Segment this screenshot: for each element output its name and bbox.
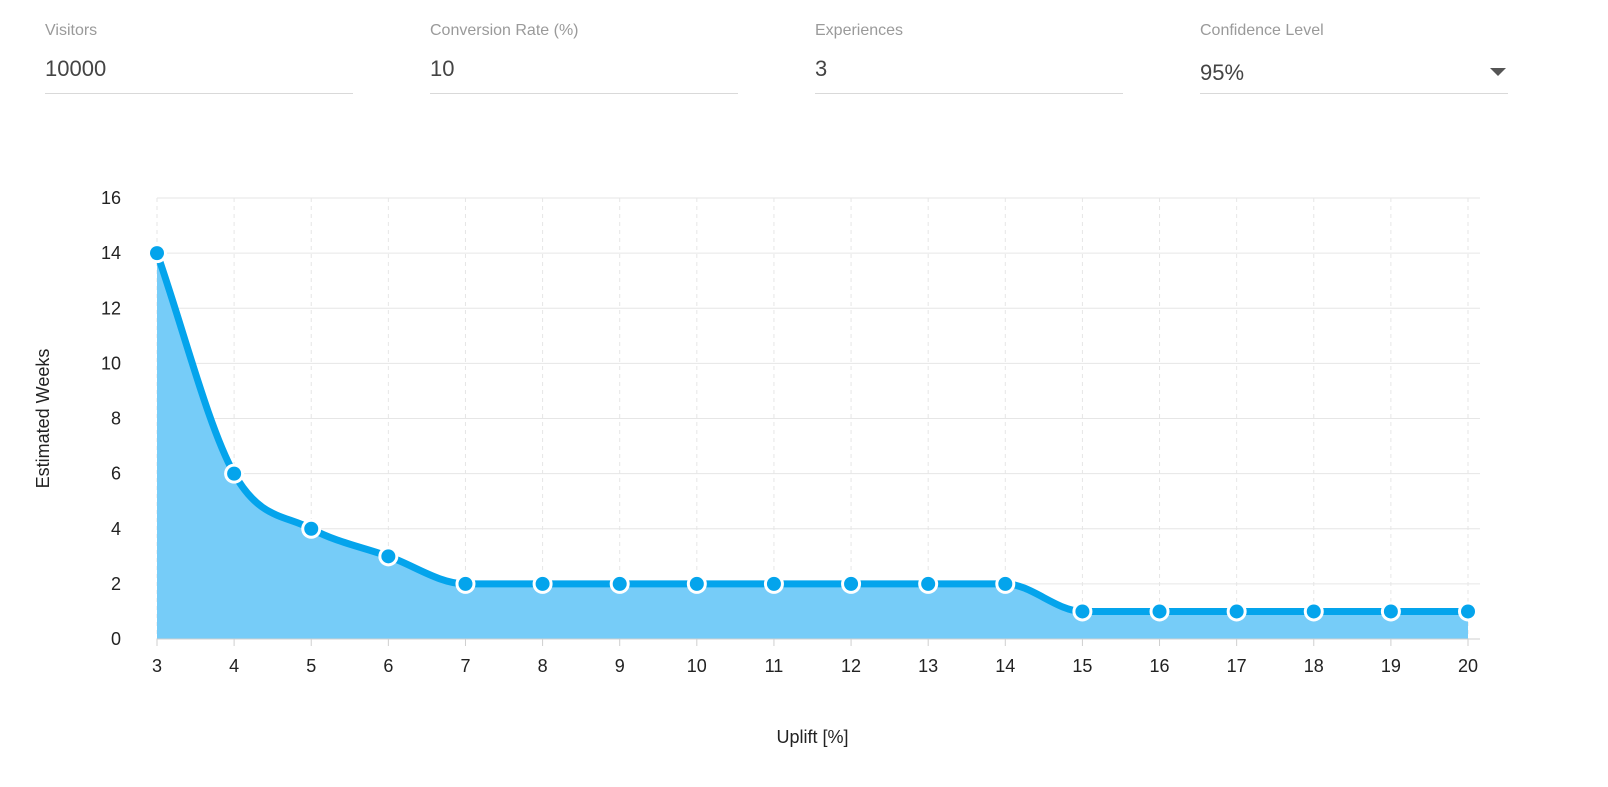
x-tick-label: 17	[1227, 656, 1247, 676]
y-tick-label: 6	[111, 464, 121, 484]
visitors-underline	[45, 93, 353, 94]
data-point	[1229, 604, 1244, 619]
y-tick-label: 0	[111, 629, 121, 649]
x-tick-label: 3	[152, 656, 162, 676]
x-tick-label: 13	[918, 656, 938, 676]
data-point	[998, 576, 1013, 591]
x-tick-label: 8	[538, 656, 548, 676]
data-point	[612, 576, 627, 591]
conversion-rate-underline	[430, 93, 738, 94]
x-tick-label: 4	[229, 656, 239, 676]
conversion-rate-input[interactable]	[430, 56, 690, 82]
data-point	[1461, 604, 1475, 619]
experiences-label: Experiences	[815, 22, 904, 39]
visitors-field[interactable]: Visitors	[45, 18, 353, 94]
y-tick-label: 12	[101, 298, 121, 318]
x-tick-label: 14	[995, 656, 1015, 676]
x-tick-label: 19	[1381, 656, 1401, 676]
dropdown-arrow-icon[interactable]	[1490, 68, 1506, 76]
chart-area-layer	[153, 249, 1472, 639]
data-point	[227, 466, 242, 481]
confidence-level-select[interactable]: Confidence Level 95%	[1200, 18, 1508, 94]
data-point	[381, 549, 396, 564]
data-point	[844, 576, 859, 591]
x-tick-label: 10	[687, 656, 707, 676]
x-tick-label: 16	[1150, 656, 1170, 676]
confidence-level-underline	[1200, 93, 1508, 94]
confidence-level-label: Confidence Level	[1200, 22, 1324, 39]
series-area	[157, 253, 1468, 639]
x-tick-label: 6	[383, 656, 393, 676]
y-tick-label: 14	[101, 243, 121, 263]
data-point	[535, 576, 550, 591]
data-point	[304, 521, 319, 536]
y-tick-label: 2	[111, 574, 121, 594]
data-point	[1075, 604, 1090, 619]
data-point	[1383, 604, 1398, 619]
x-tick-label: 5	[306, 656, 316, 676]
data-point	[689, 576, 704, 591]
chart-grid	[156, 197, 1480, 639]
y-tick-label: 10	[101, 353, 121, 373]
experiences-underline	[815, 93, 1123, 94]
x-tick-label: 20	[1458, 656, 1478, 676]
conversion-rate-field[interactable]: Conversion Rate (%)	[430, 18, 738, 94]
y-axis-title: Estimated Weeks	[33, 349, 53, 489]
data-point	[766, 576, 781, 591]
data-point	[921, 576, 936, 591]
y-tick-label: 16	[101, 188, 121, 208]
data-point	[458, 576, 473, 591]
y-tick-label: 8	[111, 409, 121, 429]
x-axis-title: Uplift [%]	[776, 727, 848, 747]
data-point	[1306, 604, 1321, 619]
y-tick-label: 4	[111, 519, 121, 539]
data-point	[1152, 604, 1167, 619]
x-tick-label: 7	[460, 656, 470, 676]
chart-axes	[156, 638, 1480, 646]
x-tick-label: 12	[841, 656, 861, 676]
conversion-rate-label: Conversion Rate (%)	[430, 22, 579, 39]
visitors-input[interactable]	[45, 56, 305, 82]
experiences-field[interactable]: Experiences	[815, 18, 1123, 94]
x-tick-label: 11	[765, 656, 784, 676]
x-tick-label: 18	[1304, 656, 1324, 676]
chart-labels: 0 2 4 6 8 10 12 14 16 3 4 5 6 7 8 9 10 11 12 13 14 15 16 17 18 19…	[101, 188, 1478, 676]
experiences-input[interactable]	[815, 56, 1075, 82]
data-point	[150, 246, 164, 261]
visitors-label: Visitors	[45, 22, 98, 39]
confidence-level-value[interactable]: 95%	[1200, 60, 1245, 85]
chart-points	[147, 243, 1478, 622]
x-tick-label: 15	[1072, 656, 1092, 676]
x-tick-label: 9	[615, 656, 625, 676]
